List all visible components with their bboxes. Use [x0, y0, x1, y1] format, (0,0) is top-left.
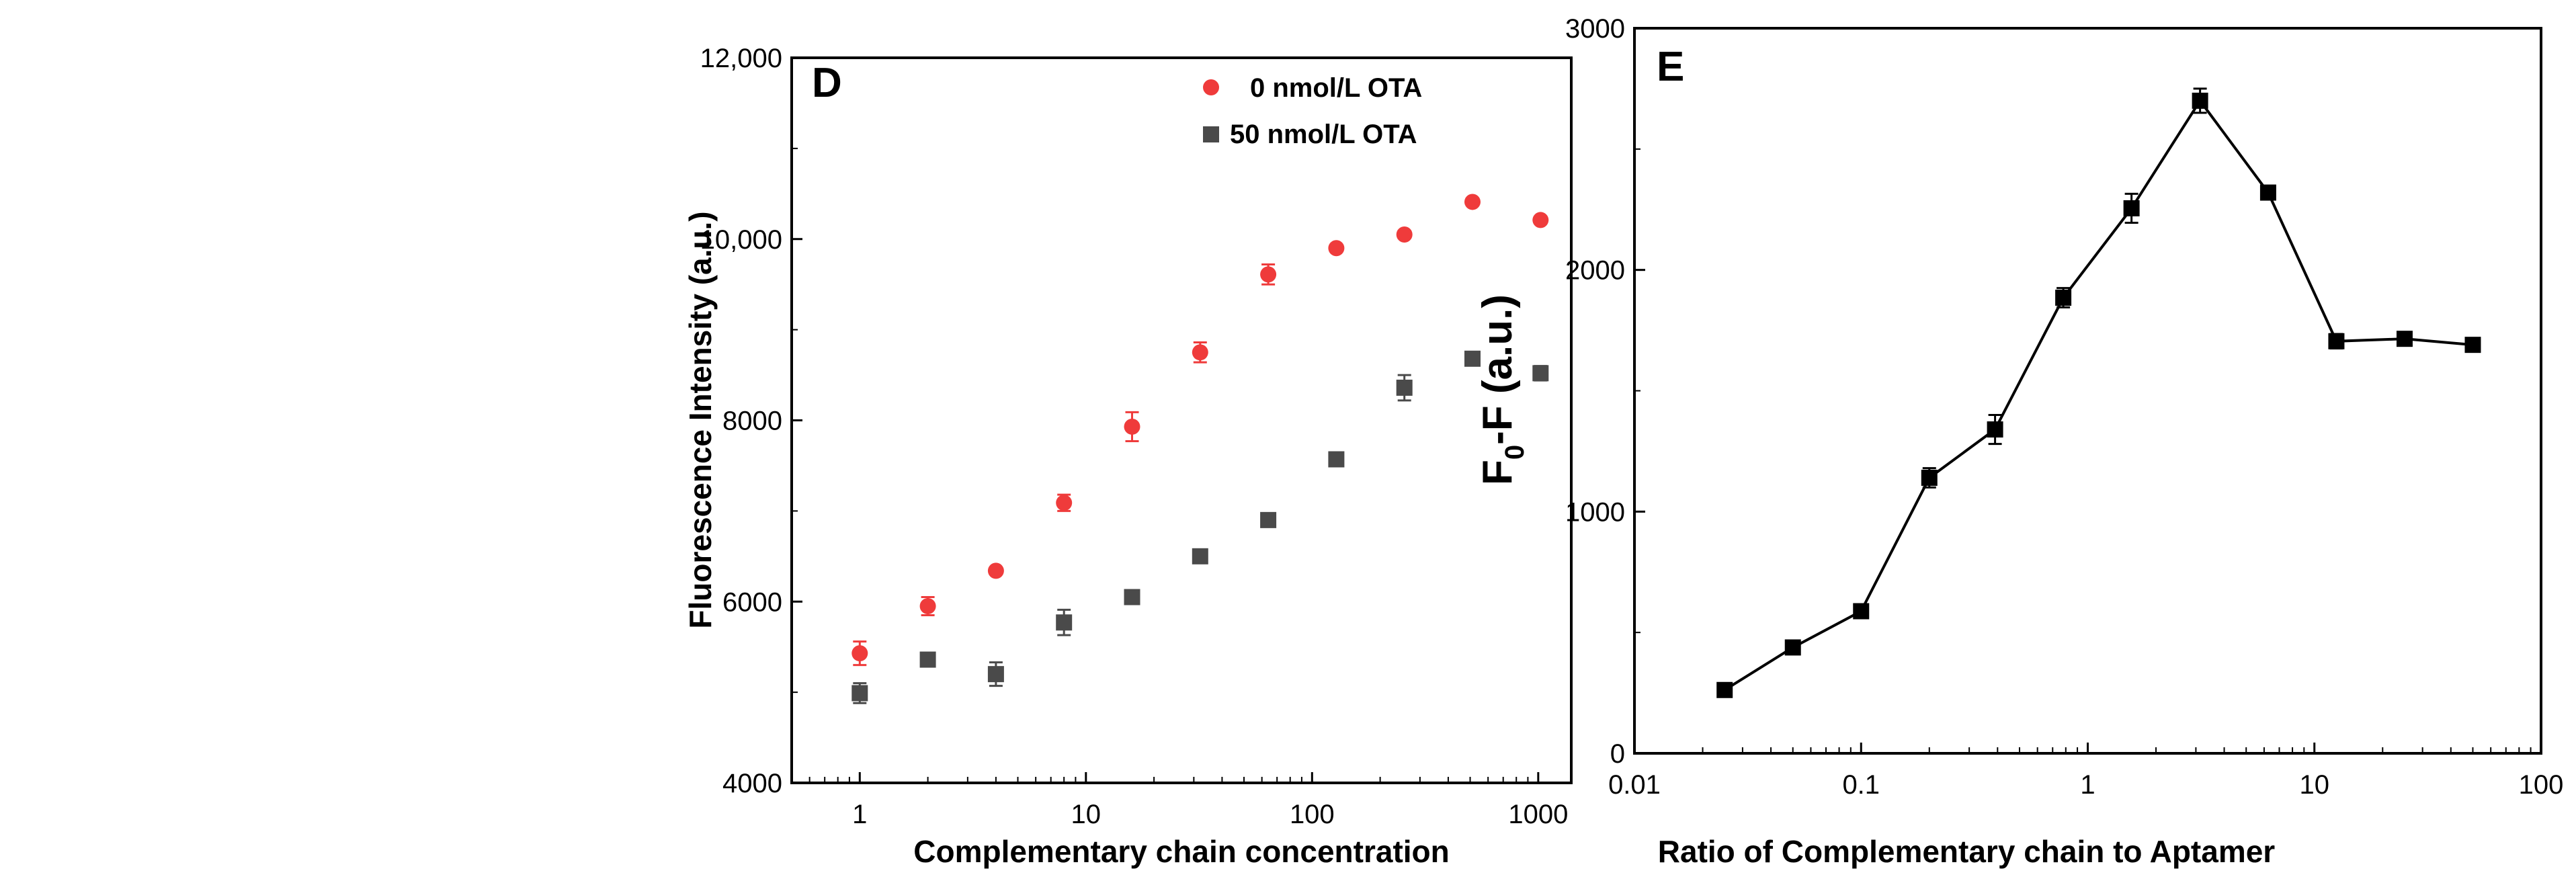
data-point-50nmol [1056, 614, 1073, 631]
data-point [1716, 681, 1733, 698]
svg-text:F0-F (a.u.): F0-F (a.u.) [1474, 294, 1530, 485]
legend-label-50nmol: 50 nmol/L OTA [1230, 120, 1417, 149]
data-point-0nmol [1532, 212, 1549, 228]
y-tick-label: 8000 [722, 407, 782, 436]
panel-letter: D [812, 60, 842, 106]
y-tick-label: 4000 [722, 769, 782, 798]
data-point-0nmol [919, 597, 936, 614]
x-tick-label: 100 [2519, 770, 2564, 800]
y-tick-label: 1000 [1565, 497, 1625, 527]
y-axis-title-f: F [1474, 460, 1521, 485]
data-point [2192, 92, 2208, 109]
panel-letter: E [1657, 44, 1684, 90]
y-tick-label: 12,000 [700, 44, 782, 73]
chart-panel-e: E Ratio of Complementary chain to Aptame… [1474, 14, 2563, 869]
data-point-50nmol [1464, 350, 1481, 367]
data-point [1987, 421, 2003, 438]
data-point-50nmol [851, 685, 868, 702]
axis-ticks [791, 56, 1540, 784]
x-tick-label: 10 [1071, 800, 1102, 829]
data-point-50nmol [1192, 548, 1208, 564]
data-point-50nmol [1396, 379, 1413, 396]
legend-marker-50nmol [1203, 126, 1219, 142]
x-tick-label: 0.1 [1842, 770, 1880, 800]
x-tick-label: 10 [2300, 770, 2330, 800]
plot-area-frame [790, 56, 1573, 784]
data-point-50nmol [1328, 451, 1345, 468]
data-point-0nmol [1124, 418, 1140, 435]
data-marks [851, 194, 1549, 704]
y-tick-label: 10,000 [700, 225, 782, 255]
y-axis-title: Fluorescence Intensity (a.u.) [683, 211, 718, 628]
x-axis-title: Ratio of Complementary chain to Aptamer [1658, 834, 2276, 869]
data-point-0nmol [1464, 194, 1481, 210]
y-tick-label: 6000 [722, 587, 782, 617]
legend-marker-0nmol [1203, 79, 1219, 95]
data-point [2328, 333, 2345, 349]
data-point [1853, 603, 1870, 620]
x-tick-label: 1000 [1508, 800, 1568, 829]
data-point [2055, 290, 2072, 306]
data-point-50nmol [1124, 589, 1140, 605]
data-point-50nmol [1260, 511, 1277, 528]
data-marks [1716, 87, 2481, 698]
y-axis-title-rest: -F (a.u.) [1474, 294, 1521, 445]
x-tick-label: 0.01 [1608, 770, 1661, 800]
series-line-path [1724, 98, 2473, 691]
axis-tick-labels: 1 10 100 1000 4000 6000 8000 10,000 12,000 [700, 44, 1569, 829]
legend-label-0nmol: 0 nmol/L OTA [1250, 73, 1422, 103]
y-tick-label: 2000 [1565, 256, 1625, 286]
plot-area-frame [1633, 27, 2542, 755]
data-point [2396, 331, 2413, 347]
data-point [2123, 200, 2140, 216]
data-point-0nmol [1260, 266, 1277, 283]
x-tick-label: 100 [1290, 800, 1335, 829]
data-point-50nmol [1532, 365, 1549, 382]
data-point-0nmol [851, 645, 868, 662]
series-line [1724, 98, 2473, 691]
y-tick-label: 0 [1610, 739, 1625, 769]
x-tick-label: 1 [2080, 770, 2095, 800]
data-point-50nmol [919, 651, 936, 668]
data-point-0nmol [1056, 495, 1073, 511]
x-axis-title: Complementary chain concentration [913, 834, 1450, 869]
data-point [2259, 184, 2276, 201]
data-point-50nmol [987, 666, 1004, 683]
y-tick-label: 3000 [1565, 14, 1625, 44]
axis-ticks [1633, 27, 2542, 755]
chart-panel-d: D 0 nmol/L OTA 50 nmol/L OTA Complementa… [683, 44, 1573, 869]
y-axis-title-subscript: 0 [1500, 445, 1530, 460]
x-tick-label: 1 [852, 800, 867, 829]
data-point [2464, 337, 2481, 353]
legend: 0 nmol/L OTA 50 nmol/L OTA [1203, 73, 1422, 149]
data-point-0nmol [1328, 240, 1345, 257]
data-point-0nmol [1192, 344, 1208, 361]
data-point [1784, 639, 1801, 656]
data-point-0nmol [1396, 226, 1413, 243]
data-point-0nmol [987, 562, 1004, 579]
data-point [1921, 469, 1938, 486]
y-axis-title: F0-F (a.u.) [1474, 294, 1530, 485]
